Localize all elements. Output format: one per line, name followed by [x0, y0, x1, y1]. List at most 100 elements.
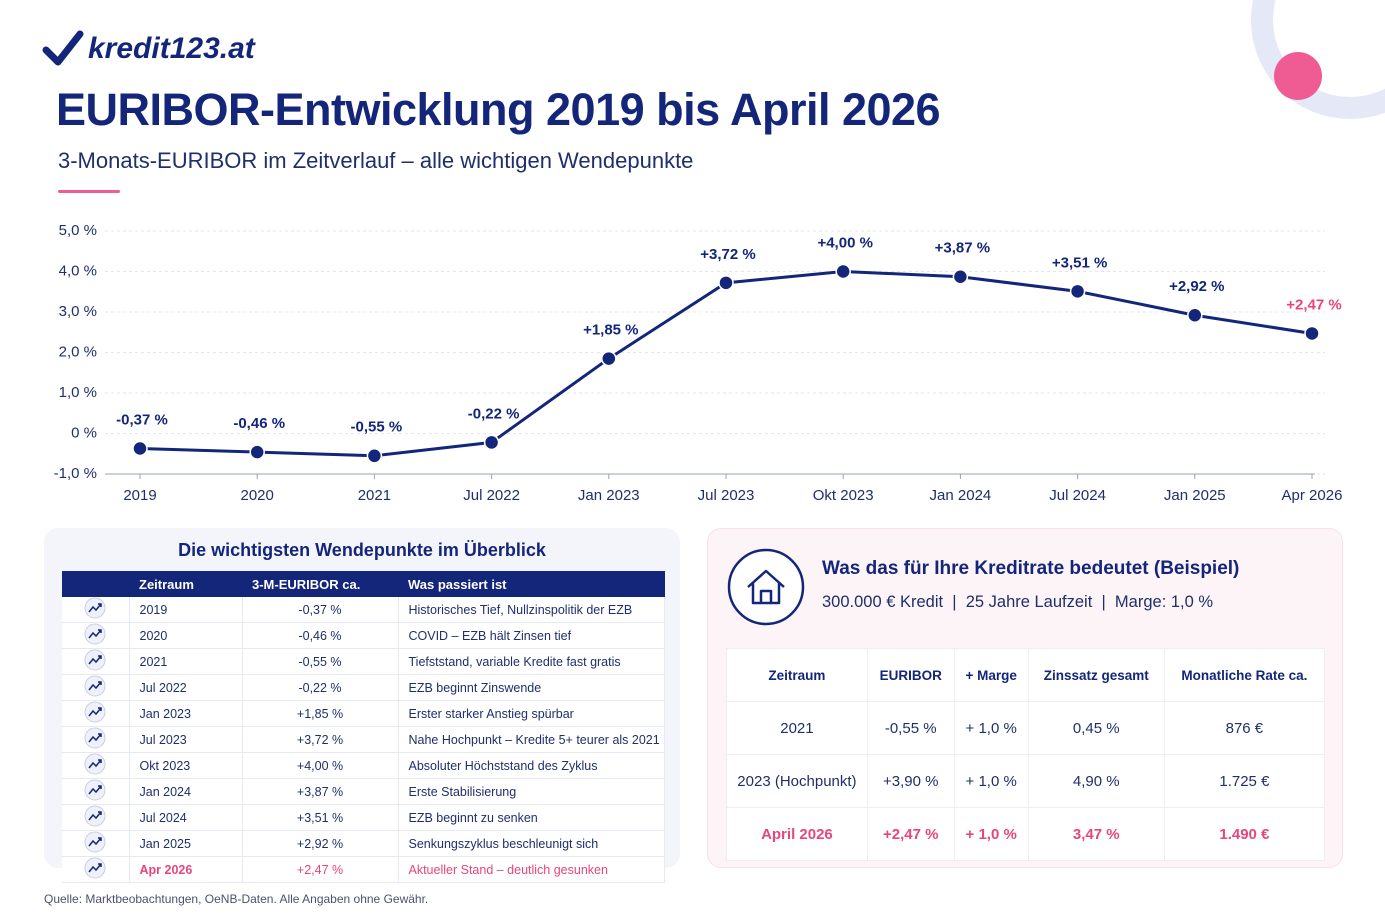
table-cell: 876 € [1163, 701, 1326, 755]
value-label: +2,47 % [1286, 296, 1341, 313]
table-row: 2019 -0,37 % Historisches Tief, Nullzinspo… [62, 597, 665, 623]
header-cell: + Marge [953, 648, 1029, 702]
overview-panel: Die wichtigsten Wendepunkte im Überblick… [44, 528, 680, 883]
value-label: +4,00 % [817, 234, 872, 251]
header-cell: Was passiert ist [398, 571, 665, 597]
table-cell: 2019 [129, 597, 243, 623]
trend-icon [84, 805, 106, 827]
table-cell: +3,87 % [242, 778, 399, 805]
x-tick-label: Apr 2026 [1282, 487, 1343, 504]
table-row: Okt 2023 +4,00 % Absoluter Höchststand des… [62, 752, 665, 779]
point [718, 275, 734, 291]
table-row: Jul 2023 +3,72 % Nahe Hochpunkt – Kredite … [62, 726, 665, 753]
decor-dot [1274, 52, 1322, 100]
trend-icon [84, 727, 106, 749]
example-panel: Was das für Ihre Kreditrate bedeutet (Be… [707, 528, 1343, 868]
line [139, 269, 1313, 458]
table-row: 2021 -0,55 % + 1,0 % 0,45 % 876 € [726, 701, 1326, 755]
table-row: 2023 (Hochpunkt) +3,90 % + 1,0 % 4,90 % 1.72… [726, 754, 1326, 808]
icon-cell [62, 752, 130, 779]
accent-bar [58, 190, 120, 193]
house-icon [727, 548, 805, 626]
table-cell: Aktueller Stand – deutlich gesunken [398, 856, 665, 883]
table-cell: 1.725 € [1163, 754, 1326, 808]
point [132, 440, 148, 457]
table-cell: Historisches Tief, Nullzinspolitik der E… [398, 597, 665, 623]
overview-title: Die wichtigsten Wendepunkte im Überblick [178, 540, 546, 560]
table-cell: -0,22 % [242, 674, 399, 701]
x-tick-label: Jan 2025 [1164, 487, 1226, 504]
y-tick-label: -1,0 % [54, 465, 97, 482]
example-title: Was das für Ihre Kreditrate bedeutet (Be… [822, 558, 1240, 579]
table-cell: Nahe Hochpunkt – Kredite 5+ teurer als 2… [398, 726, 665, 753]
header-row: Zeitraum 3-M-EURIBOR ca. Was passiert ist [62, 571, 665, 597]
table-cell: +3,90 % [866, 754, 955, 808]
x-tick-label: Jan 2023 [578, 487, 640, 504]
source-note: Quelle: Marktbeobachtungen, OeNB-Daten. … [44, 892, 429, 906]
table-cell: +2,47 % [242, 856, 399, 883]
table-row: Apr 2026 +2,47 % Aktueller Stand – deutlic… [62, 856, 665, 883]
table-cell: -0,55 % [242, 648, 399, 675]
trend-icon [84, 753, 106, 775]
trend-icon [84, 701, 106, 723]
trend-icon [84, 649, 106, 671]
point [1187, 307, 1203, 323]
header-cell: Zeitraum [726, 648, 868, 702]
table-cell: +3,51 % [242, 804, 399, 831]
logo: kredit123.at [88, 32, 255, 65]
page-title: EURIBOR-Entwicklung 2019 bis April 2026 [56, 84, 941, 135]
header-cell: EURIBOR [866, 648, 955, 702]
table-cell: EZB beginnt zu senken [398, 804, 665, 831]
point [835, 263, 851, 280]
table-cell: Jul 2022 [129, 674, 243, 701]
table-row: Jan 2023 +1,85 % Erster starker Anstieg sp… [62, 700, 665, 727]
header-row: Zeitraum EURIBOR + Marge Zinssatz gesamt Mon… [726, 648, 1326, 702]
x-tick-label: Jul 2022 [463, 487, 520, 504]
icon-cell [62, 804, 130, 831]
trend-icon [84, 623, 106, 645]
value-label: -0,46 % [233, 415, 285, 432]
table-cell: +3,72 % [242, 726, 399, 753]
trend-icon [84, 779, 106, 801]
value-label: +3,72 % [700, 246, 755, 263]
header-cell [62, 571, 129, 597]
value-label: +2,92 % [1169, 278, 1224, 295]
table-cell: 2020 [129, 622, 243, 649]
trend-icon [84, 857, 106, 879]
value-label: +3,87 % [935, 240, 990, 257]
x-tick-label: Jul 2023 [698, 487, 755, 504]
value-label: -0,55 % [351, 419, 403, 436]
table-row: Jul 2024 +3,51 % EZB beginnt zu senken [62, 804, 665, 831]
point [483, 434, 500, 451]
table-cell: 2023 (Hochpunkt) [726, 754, 868, 808]
overview-table: Zeitraum 3-M-EURIBOR ca. Was passiert ist 2… [62, 571, 665, 883]
table-cell: Okt 2023 [129, 752, 243, 779]
trend-icon [84, 675, 106, 697]
table-cell: COVID – EZB hält Zinsen tief [398, 622, 665, 649]
point [1304, 325, 1320, 342]
trend-icon [84, 831, 106, 853]
table-row: 2020 -0,46 % COVID – EZB hält Zinsen tief [62, 622, 665, 649]
example-subtitle: 300.000 € Kredit | 25 Jahre Laufzeit | M… [822, 593, 1214, 611]
table-cell: Erster starker Anstieg spürbar [398, 700, 665, 727]
point [366, 448, 383, 464]
header-cell: Monatliche Rate ca. [1163, 648, 1326, 702]
table-cell: 2021 [726, 701, 868, 755]
icon-cell [62, 674, 130, 701]
table-cell: Tiefststand, variable Kredite fast grati… [398, 648, 665, 675]
x-tick-label: Okt 2023 [813, 487, 874, 504]
icon-cell [62, 648, 130, 675]
y-tick-label: 1,0 % [59, 384, 97, 401]
table-cell: + 1,0 % [953, 701, 1029, 755]
table-row: 2021 -0,55 % Tiefststand, variable Kredite… [62, 648, 665, 675]
icon-cell [62, 700, 130, 727]
icon-cell [62, 597, 130, 623]
y-tick-label: 0 % [71, 424, 97, 441]
table-cell: 4,90 % [1027, 754, 1165, 808]
x-tick-label: 2019 [123, 487, 156, 504]
x-tick-label: Jan 2024 [930, 487, 992, 504]
table-row: Jan 2024 +3,87 % Erste Stabilisierung [62, 778, 665, 805]
icon-cell [62, 622, 130, 649]
example-table: Zeitraum EURIBOR + Marge Zinssatz gesamt Mon… [726, 648, 1326, 861]
table-row: Jan 2025 +2,92 % Senkungszyklus beschleuni… [62, 830, 665, 857]
